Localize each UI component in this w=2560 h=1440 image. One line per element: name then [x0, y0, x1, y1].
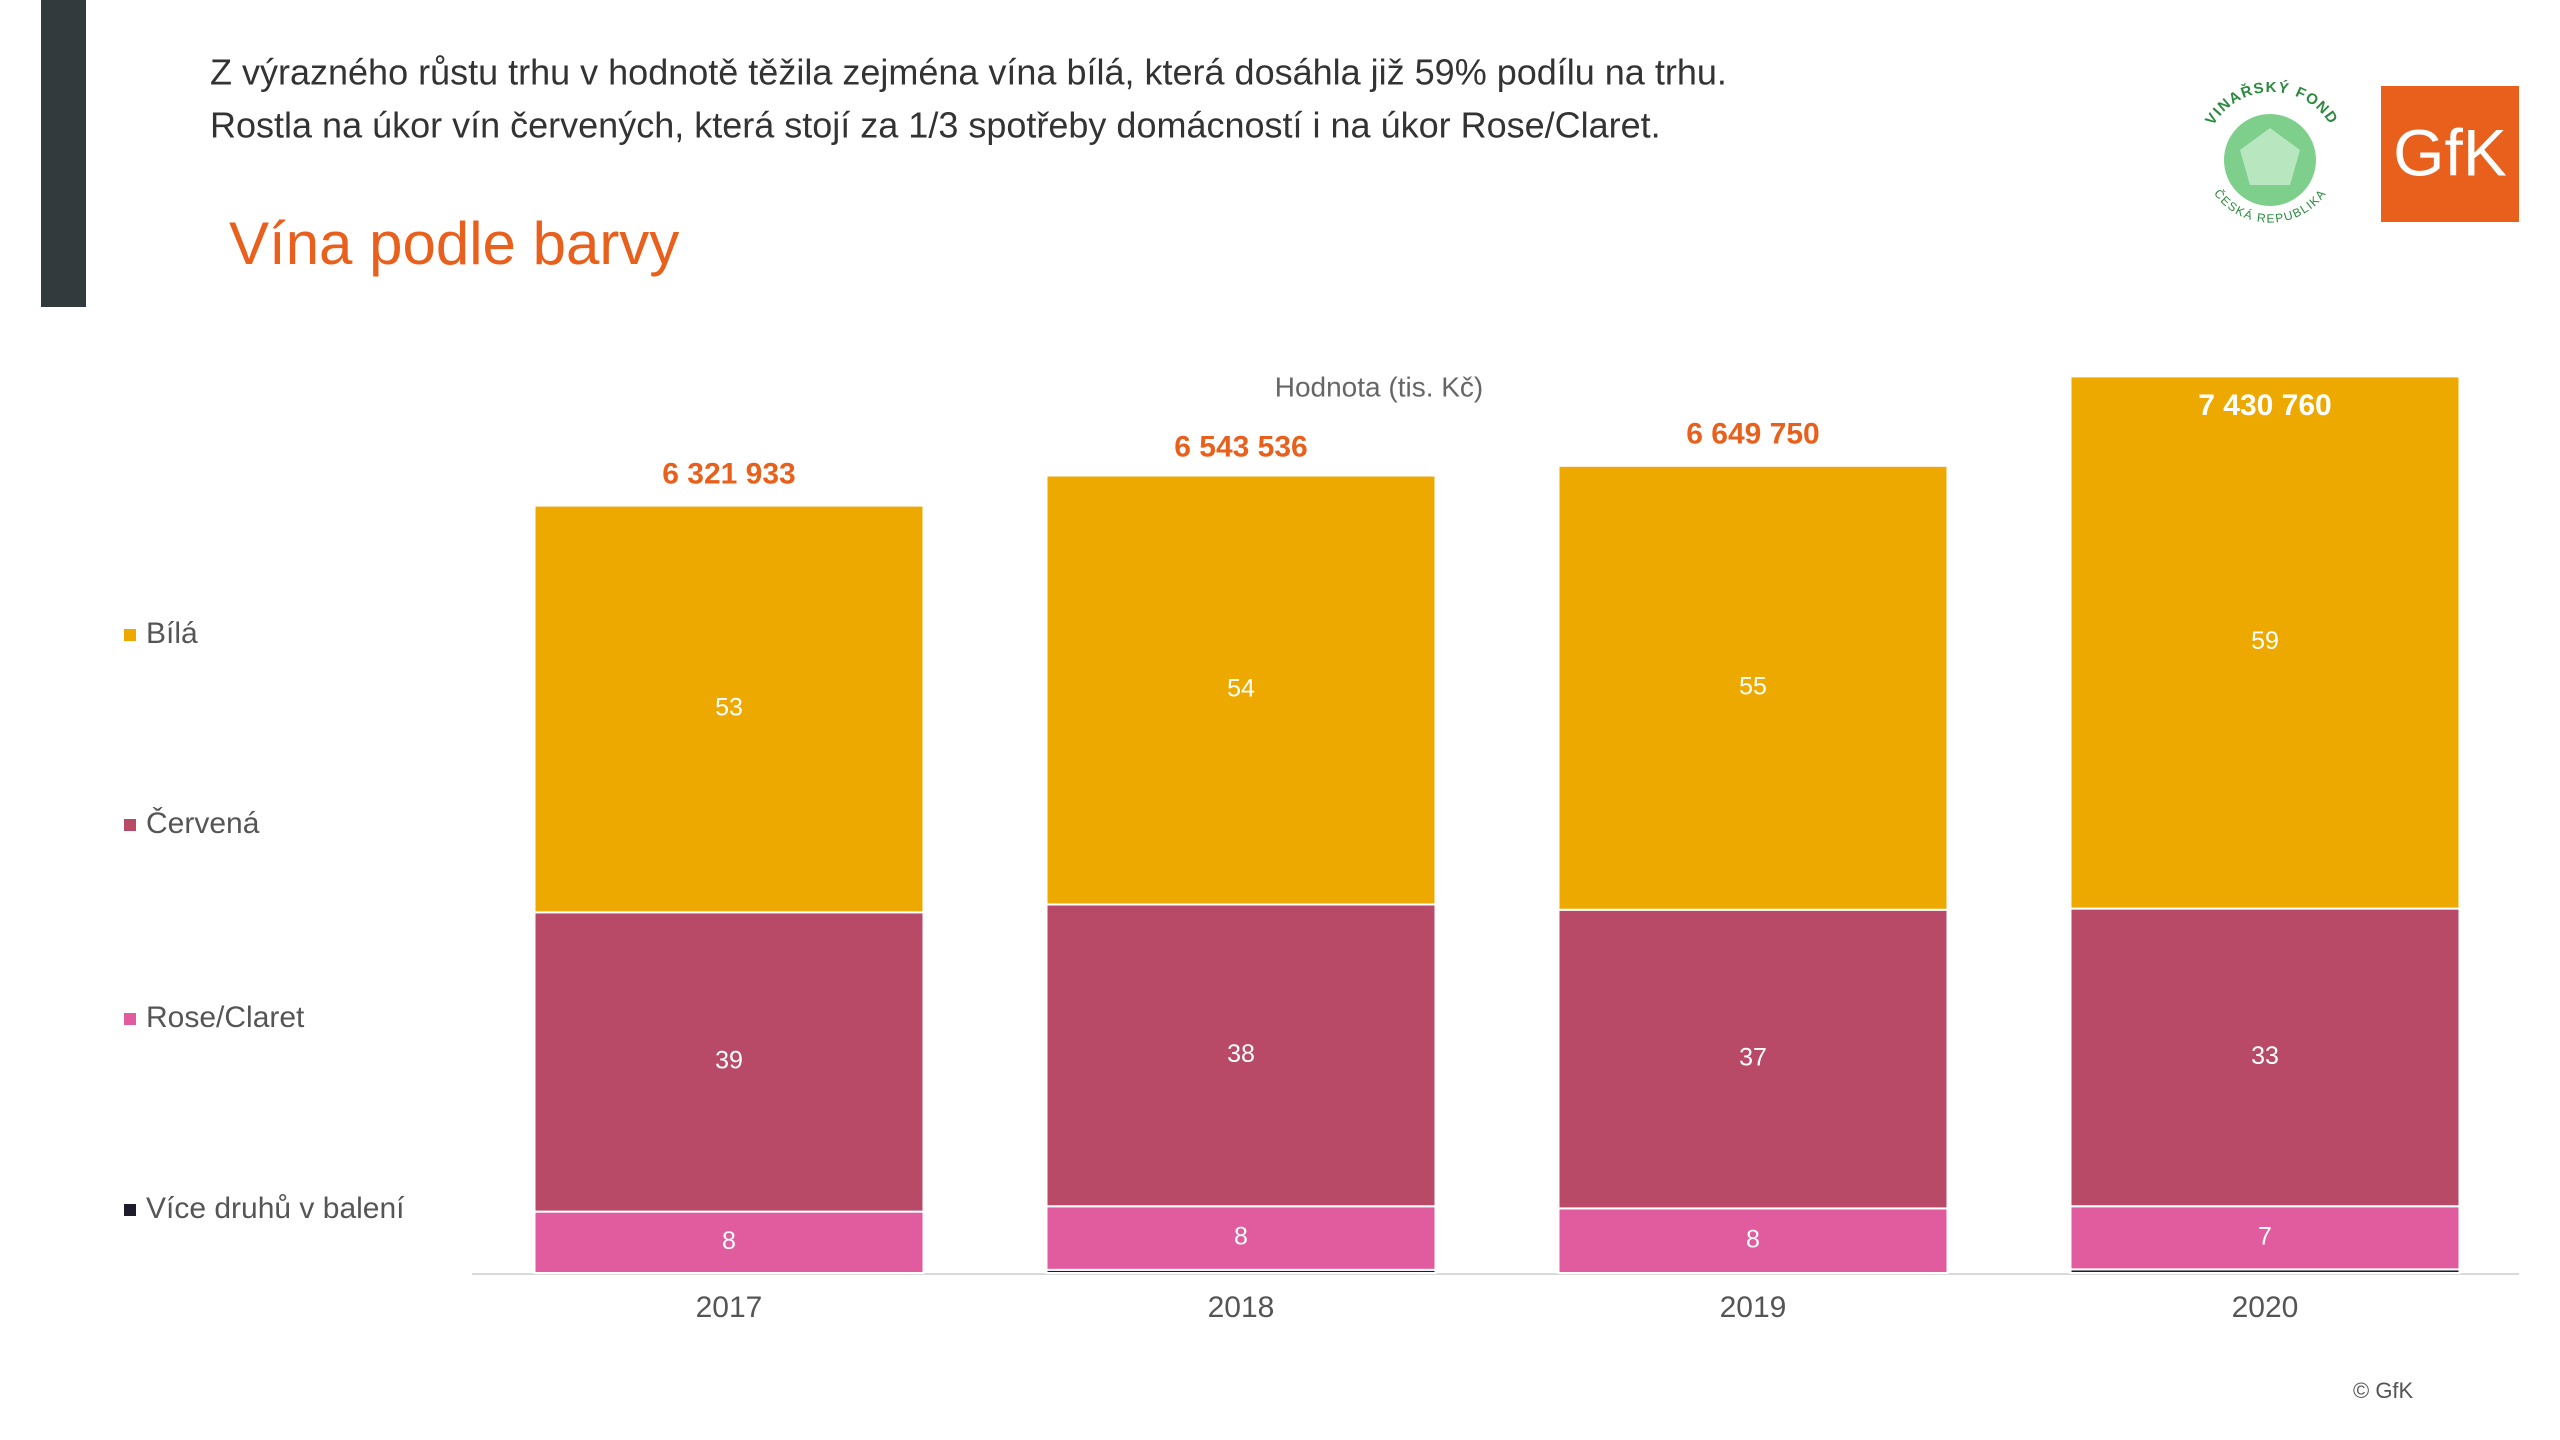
legend-label: Bílá: [146, 617, 198, 650]
segment-label: 8: [1234, 1223, 1248, 1251]
chart-title: Vína podle barvy: [229, 210, 679, 277]
total-label: 6 543 536: [1174, 431, 1307, 464]
footer: © GfK: [2353, 1378, 2414, 1403]
legend-swatch: [124, 1204, 136, 1216]
legend-label: Červená: [146, 806, 260, 840]
bar-segment: [533, 1210, 925, 1274]
header-line: Z výrazného růstu trhu v hodnotě těžila …: [210, 52, 1727, 93]
gfk-text: GfK: [2393, 115, 2507, 189]
total-label: 6 649 750: [1686, 418, 1819, 451]
segment-label: 8: [1746, 1225, 1760, 1253]
legend-label: Více druhů v balení: [146, 1192, 405, 1225]
legend-swatch: [124, 1013, 136, 1025]
x-tick-label: 2018: [1208, 1291, 1275, 1324]
total-label: 7 430 760: [2198, 389, 2331, 422]
segment-label: 53: [715, 694, 743, 722]
total-label: 6 321 933: [662, 458, 795, 491]
bar-segment: [1045, 1205, 1437, 1271]
side-accent: [41, 0, 86, 307]
gfk-logo: GfK: [2381, 86, 2519, 222]
bar-segment: [1045, 474, 1437, 906]
segment-label: 7: [2258, 1222, 2272, 1250]
segment-label: 8: [722, 1227, 736, 1255]
segment-label: 54: [1227, 675, 1255, 703]
gfk-box: [2381, 86, 2519, 222]
bar-segment: [2069, 375, 2461, 910]
chart-subtitle: Hodnota (tis. Kč): [1275, 371, 1484, 402]
bar-segment: [2069, 907, 2461, 1208]
header-line: Rostla na úkor vín červených, která stoj…: [210, 105, 1661, 146]
bar-segment: [533, 504, 925, 914]
bar-segment: [1045, 903, 1437, 1208]
segment-label: 37: [1739, 1044, 1767, 1072]
segment-label: 55: [1739, 672, 1767, 700]
x-tick-label: 2017: [696, 1291, 763, 1324]
bar-segment: [1557, 908, 1949, 1210]
legend-swatch: [124, 629, 136, 641]
bar-segment: [1557, 464, 1949, 911]
segment-label: 39: [715, 1047, 743, 1075]
segment-label: 33: [2251, 1042, 2279, 1070]
bar-segment: [2069, 1205, 2461, 1271]
segment-label: 38: [1227, 1040, 1255, 1068]
segment-label: 59: [2251, 627, 2279, 655]
fond-leaf: [2240, 128, 2300, 185]
x-tick-label: 2020: [2232, 1291, 2299, 1324]
bar-segment: [533, 911, 925, 1213]
fond-logo: VINAŘSKÝ FOND ČESKÁ REPUBLIKA: [2202, 78, 2340, 226]
legend-swatch: [124, 819, 136, 831]
x-tick-label: 2019: [1720, 1291, 1787, 1324]
legend-label: Rose/Claret: [146, 1001, 305, 1034]
